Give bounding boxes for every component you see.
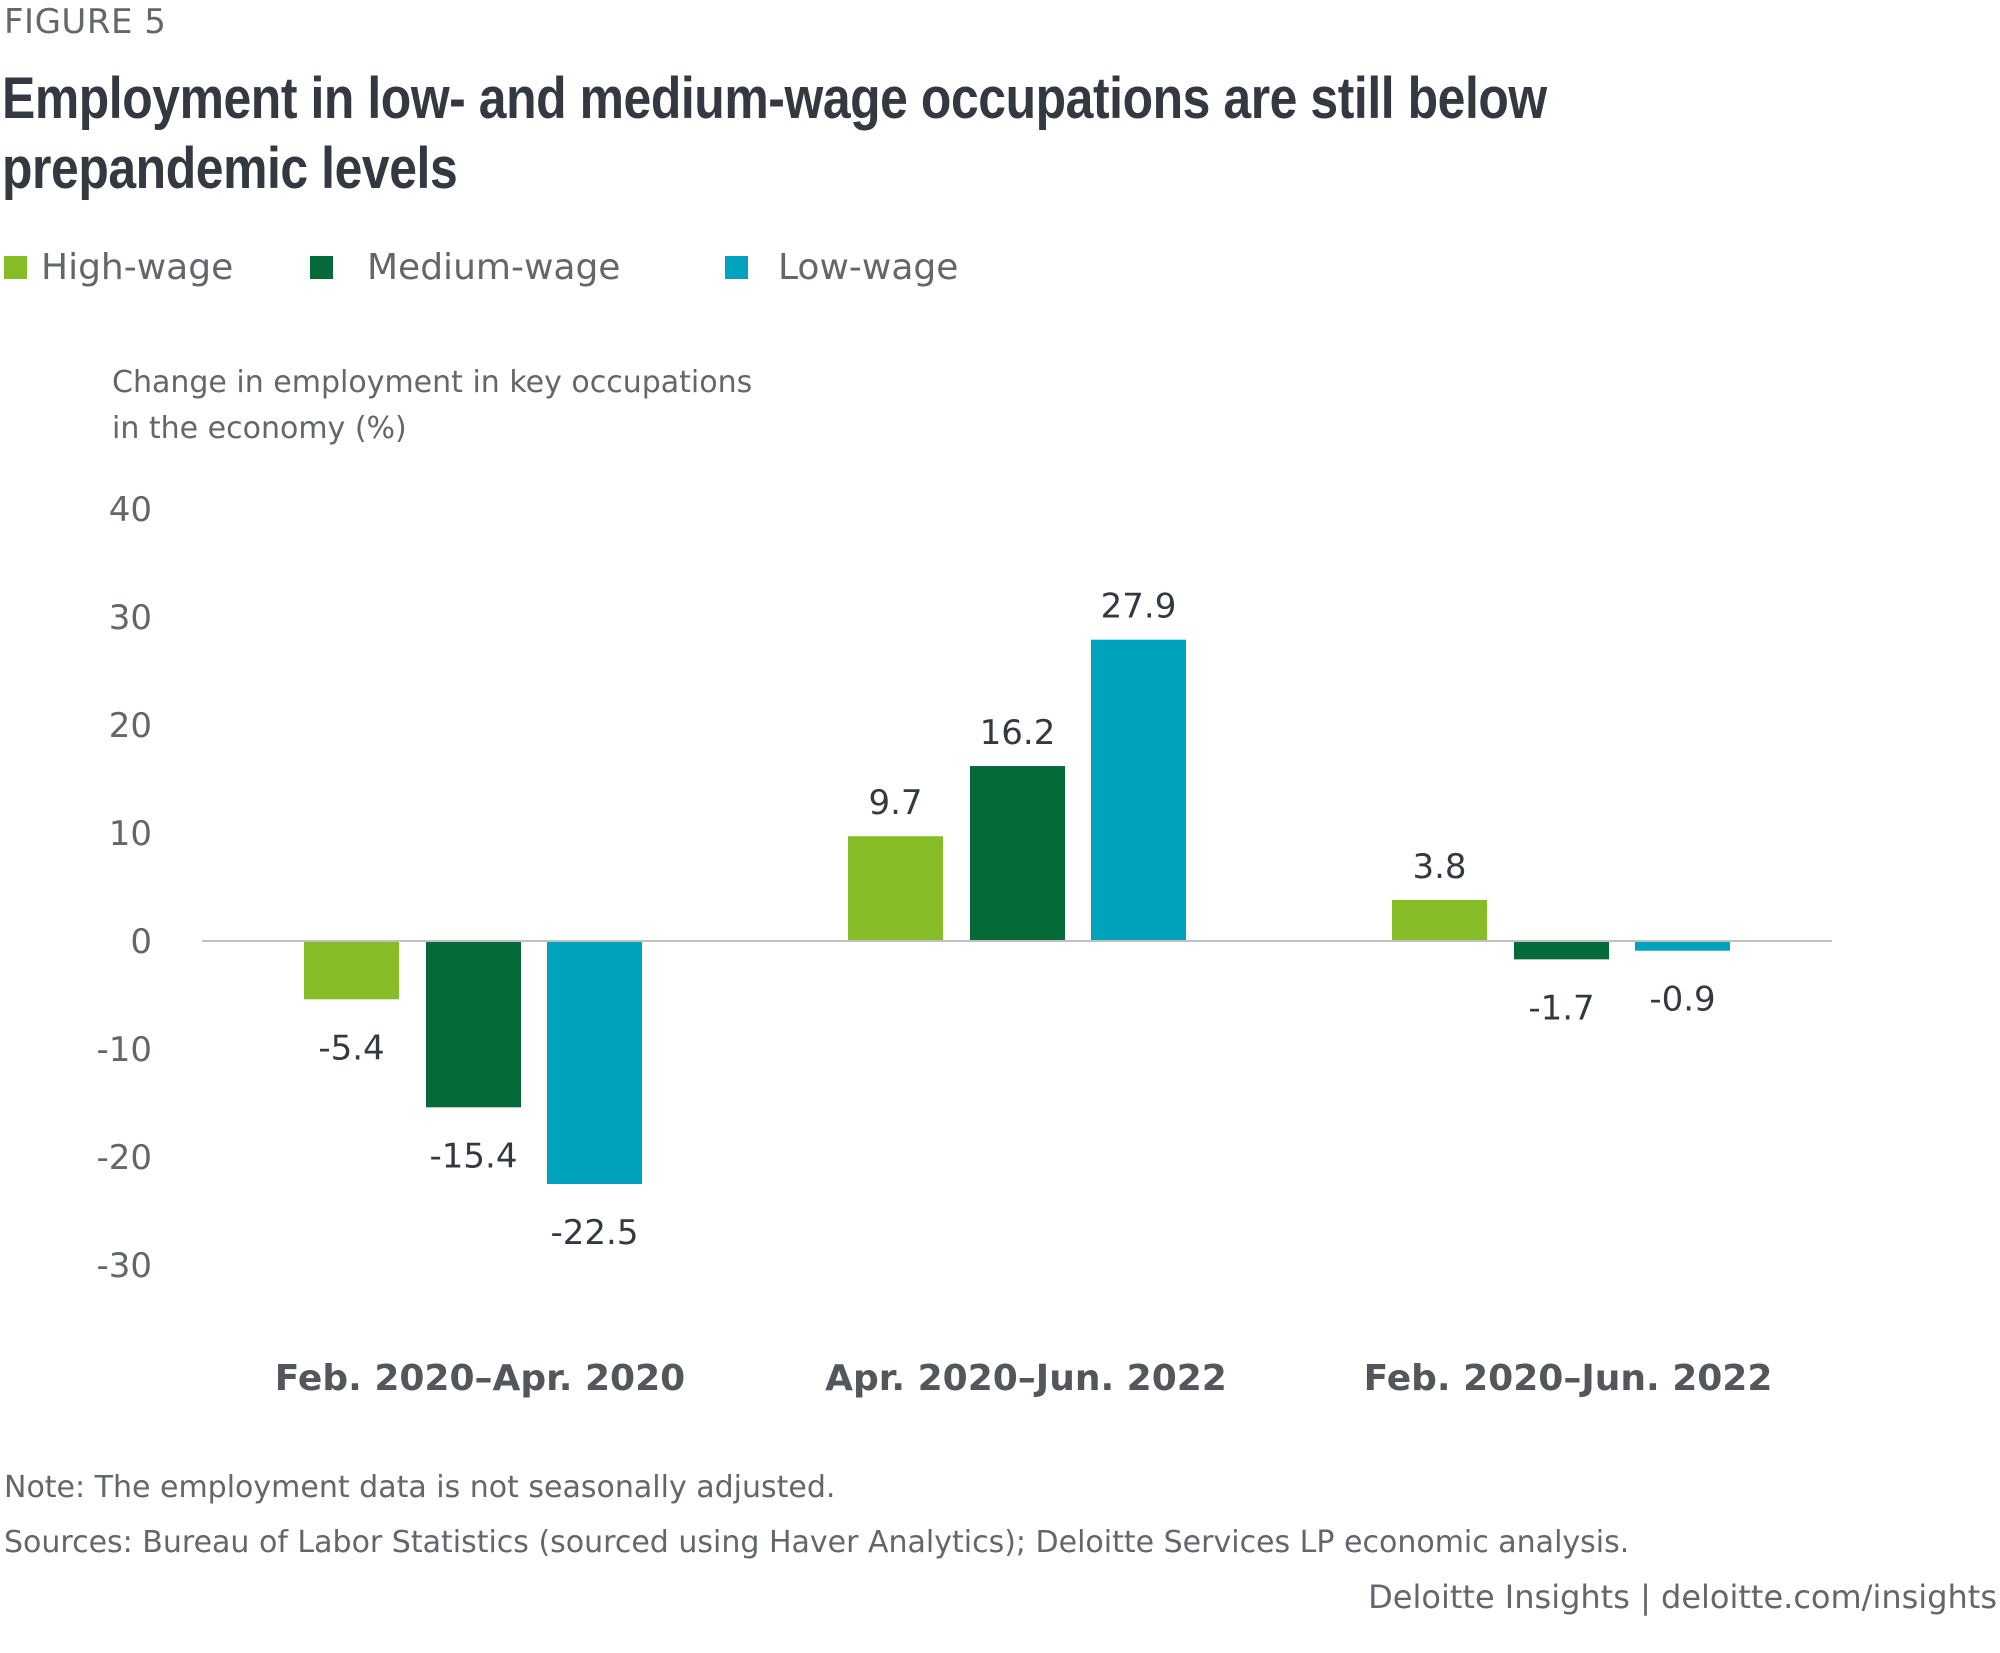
legend-item-high-wage: High-wage	[4, 242, 233, 292]
data-label: 3.8	[1412, 847, 1466, 887]
y-tick-label: -20	[96, 1138, 152, 1178]
y-tick-label: 30	[109, 598, 152, 638]
x-category-label: Feb. 2020–Apr. 2020	[275, 1358, 685, 1399]
bar-medium-wage-1	[426, 941, 521, 1108]
y-tick-label: -10	[96, 1030, 152, 1070]
y-tick-label: 40	[109, 490, 152, 530]
legend-item-low-wage: Low-wage	[725, 242, 958, 292]
bar-low-wage-3	[1635, 941, 1730, 951]
bar-high-wage-1	[304, 941, 399, 1000]
bar-low-wage-2	[1091, 639, 1186, 941]
legend-swatch-low-wage	[725, 255, 748, 279]
legend-swatch-medium-wage	[310, 255, 333, 279]
x-category-label: Apr. 2020–Jun. 2022	[825, 1358, 1227, 1399]
y-tick-label: -30	[96, 1246, 152, 1286]
legend-item-medium-wage: Medium-wage	[310, 242, 620, 292]
bar-medium-wage-3	[1514, 941, 1609, 960]
data-label: -5.4	[318, 1028, 384, 1068]
x-category-label: Feb. 2020–Jun. 2022	[1364, 1358, 1773, 1399]
sources: Sources: Bureau of Labor Statistics (sou…	[4, 1525, 1630, 1560]
data-label: -0.9	[1649, 980, 1715, 1020]
data-label: -15.4	[430, 1136, 518, 1176]
data-label: 27.9	[1101, 587, 1177, 627]
figure-label: FIGURE 5	[4, 2, 167, 42]
y-tick-label: 20	[109, 706, 152, 746]
chart-title: Employment in low- and medium-wage occup…	[2, 66, 1547, 201]
data-label: 9.7	[868, 783, 922, 823]
legend-label-low-wage: Low-wage	[778, 246, 959, 288]
y-tick-label: 10	[109, 814, 152, 854]
y-tick-label: 0	[130, 922, 152, 962]
note: Note: The employment data is not seasona…	[4, 1470, 836, 1505]
legend-label-medium-wage: Medium-wage	[367, 246, 621, 288]
bar-low-wage-1	[547, 941, 642, 1184]
bar-high-wage-2	[848, 836, 943, 941]
legend-label-high-wage: High-wage	[41, 246, 234, 288]
data-label: -1.7	[1528, 988, 1594, 1028]
legend-swatch-high-wage	[4, 255, 27, 279]
bar-high-wage-3	[1392, 899, 1487, 941]
data-label: -22.5	[551, 1213, 639, 1253]
y-axis-title: Change in employment in key occupations …	[112, 365, 753, 446]
credit: Deloitte Insights | deloitte.com/insight…	[1368, 1578, 1997, 1616]
data-label: 16.2	[980, 713, 1056, 753]
bar-medium-wage-2	[970, 766, 1065, 941]
